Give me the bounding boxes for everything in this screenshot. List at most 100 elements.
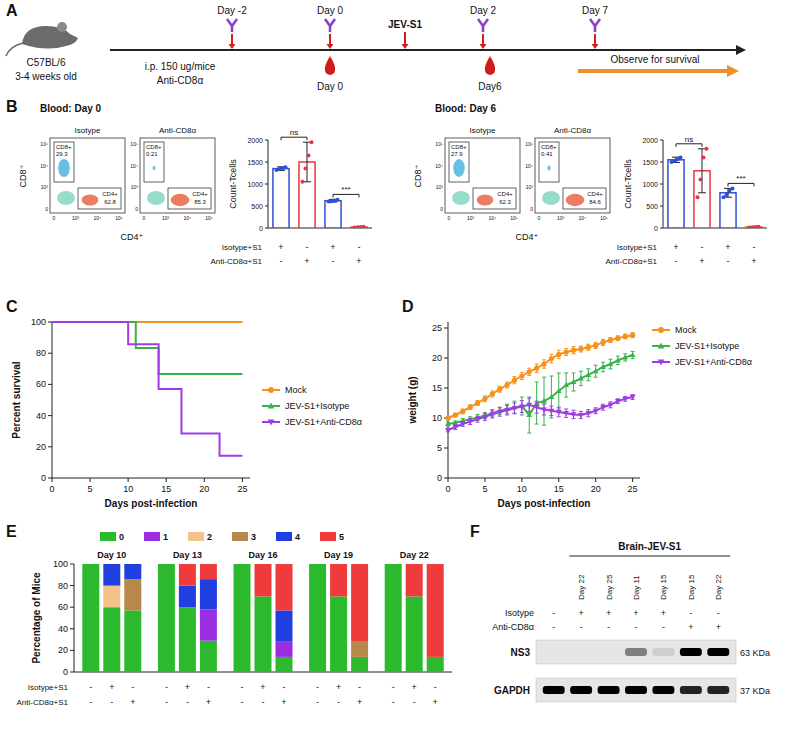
label: Observe for survival — [611, 54, 700, 65]
error-bar — [542, 360, 546, 368]
axis-title: CD4⁺ — [121, 232, 144, 242]
marker — [571, 348, 576, 353]
double-negative-cloud — [452, 191, 470, 205]
gate-name: CD4+ — [497, 191, 513, 197]
label: Anti-CD8α — [157, 75, 204, 86]
x-tick — [448, 478, 449, 482]
error-bar — [512, 401, 516, 413]
error-bar — [616, 356, 620, 364]
marker — [630, 333, 635, 338]
bars — [273, 140, 367, 228]
bar-segment — [255, 564, 272, 596]
error-bar — [505, 382, 509, 388]
legend-marker — [268, 387, 274, 393]
band — [625, 648, 647, 656]
marker — [468, 405, 473, 410]
error-bar — [557, 373, 561, 409]
error-bar — [564, 348, 568, 355]
sign: - — [701, 242, 704, 252]
bar-segment — [200, 579, 217, 609]
axis-title: Count-Tcells — [228, 159, 238, 209]
error-bar — [623, 396, 627, 401]
plot-title: Anti-CD8α — [159, 126, 196, 135]
marker — [615, 336, 620, 341]
gate — [144, 142, 164, 182]
panel-title: Blood: Day 6 — [435, 103, 497, 114]
group-label: Day 19 — [324, 550, 353, 560]
tick-label: 40 — [58, 624, 68, 634]
bar-segment — [234, 564, 251, 672]
error-bar — [520, 372, 524, 379]
tick-label: 10³ — [131, 184, 139, 190]
y-tick — [70, 628, 74, 629]
legend-label: JEV-S1+Isotype — [675, 341, 739, 351]
x-tick — [204, 478, 205, 482]
tick-label: 20 — [591, 484, 601, 494]
bar-segment — [234, 564, 251, 565]
arrow-head — [480, 44, 487, 49]
marker — [585, 411, 591, 416]
tick-label: 80 — [36, 348, 46, 358]
flow-frame — [50, 138, 125, 213]
y-tick — [660, 184, 663, 185]
tick-label: 10³ — [162, 215, 170, 221]
series-line — [448, 335, 633, 418]
tick-label: 10³ — [467, 215, 475, 221]
axis-title: CD8⁺ — [18, 164, 28, 187]
error-bar — [608, 338, 612, 343]
arrow — [329, 34, 331, 45]
lane-label: Day 15 — [659, 574, 668, 600]
bar-segment — [276, 610, 293, 641]
bar-segment — [309, 564, 326, 565]
marker — [541, 408, 547, 413]
error-bar — [631, 395, 635, 400]
sign: + — [356, 256, 361, 266]
group-label: Day 10 — [97, 550, 126, 560]
y-tick — [265, 140, 268, 141]
bar-segment — [200, 641, 217, 672]
sign: - — [131, 682, 134, 692]
bar-segment — [158, 564, 175, 565]
arrow — [404, 32, 406, 45]
tick-label: 0 — [448, 215, 451, 221]
cd8-population — [153, 166, 156, 170]
sign: - — [552, 608, 555, 618]
arrow — [231, 34, 233, 45]
gate — [539, 142, 559, 182]
legend-label: Mock — [285, 385, 307, 395]
x-tick — [558, 478, 559, 482]
x-axis — [448, 478, 640, 479]
gate-name: CD8+ — [541, 144, 557, 150]
y-tick — [444, 448, 448, 449]
y-tick — [70, 564, 74, 565]
series — [445, 333, 635, 434]
antibody-icon — [478, 19, 488, 32]
band — [652, 686, 674, 694]
x-tick — [595, 478, 596, 482]
bar — [720, 193, 736, 228]
error-bar — [512, 403, 516, 414]
y-tick — [70, 650, 74, 651]
sign: - — [241, 682, 244, 692]
tick-label: 0 — [538, 215, 541, 221]
error-bar — [564, 373, 568, 397]
gate — [168, 188, 211, 209]
panel-letter: B — [6, 98, 18, 115]
sign: - — [262, 697, 265, 707]
marker — [593, 343, 598, 348]
significance: *** — [736, 174, 745, 183]
y-tick — [48, 478, 52, 479]
arrow-head — [592, 44, 599, 49]
schematic: C57BL/63-4 weeks oldDay -2Day 0Day 2Day … — [6, 5, 746, 92]
marker — [608, 337, 613, 342]
legend-swatch — [320, 532, 336, 541]
marker — [600, 405, 606, 410]
point — [725, 193, 729, 197]
legend-swatch — [144, 532, 160, 541]
sign: - — [717, 608, 720, 618]
label: Day 0 — [317, 81, 344, 92]
error-bar — [601, 404, 605, 410]
y-tick — [265, 162, 268, 163]
row-name: Isotype — [505, 608, 534, 618]
legend-swatch — [232, 532, 248, 541]
